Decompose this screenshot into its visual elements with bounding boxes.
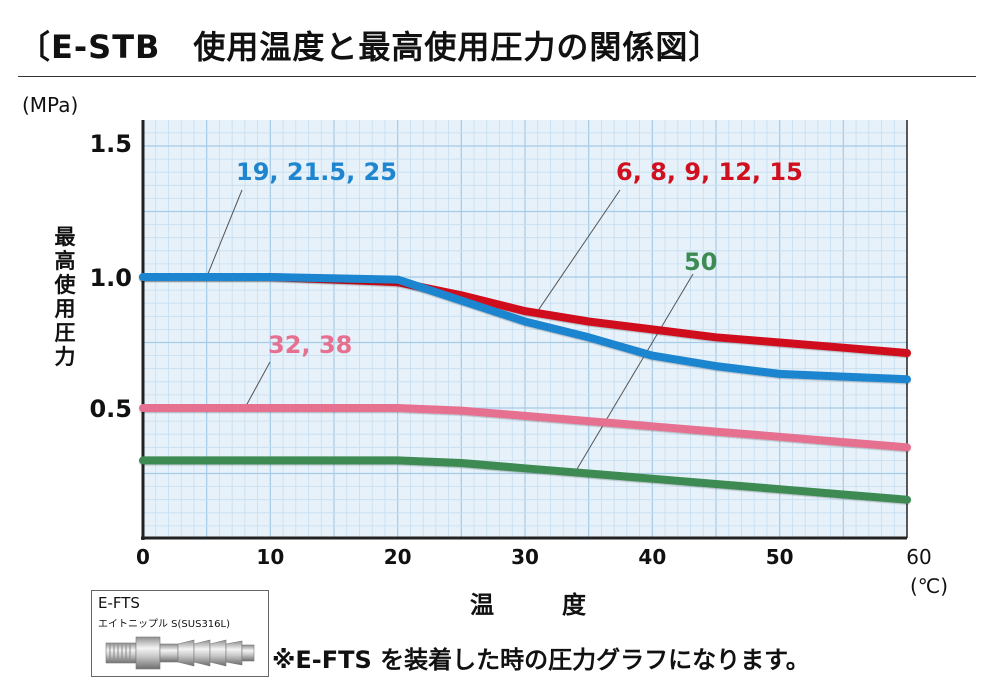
x-tick-label: 40 — [638, 545, 666, 569]
series-label: 32, 38 — [268, 331, 352, 359]
y-tick-label: 1.5 — [89, 130, 132, 158]
series-label: 6, 8, 9, 12, 15 — [616, 158, 803, 186]
y-axis-unit: (MPa) — [22, 93, 79, 117]
x-tick-label: 0 — [136, 545, 150, 569]
x-tick-label: 20 — [384, 545, 412, 569]
x-axis-unit: (℃) — [910, 574, 949, 598]
x-tick-label: 60 — [906, 545, 931, 569]
page-title: 〔E-STB 使用温度と最高使用圧力の関係図〕 — [18, 28, 722, 66]
series-label: 19, 21.5, 25 — [236, 158, 397, 186]
series-leader-line — [244, 361, 271, 409]
series-leader-line — [575, 273, 694, 472]
x-tick-label: 50 — [766, 545, 794, 569]
series-line — [139, 273, 911, 384]
footnote: ※E-FTS を装着した時の圧力グラフになります。 — [272, 646, 810, 674]
series-line — [139, 456, 911, 504]
y-axis-label: 最高使用圧力 — [54, 225, 76, 369]
y-tick-label: 0.5 — [89, 395, 132, 423]
y-tick-label: 1.0 — [89, 264, 132, 292]
fitting-name: エイトニップル S(SUS316L) — [98, 619, 231, 630]
x-tick-label: 10 — [256, 545, 284, 569]
fitting-image — [105, 636, 255, 670]
fitting-info-box: E-FTS エイトニップル S(SUS316L) — [91, 590, 269, 677]
x-tick-label: 30 — [511, 545, 539, 569]
series-line — [139, 404, 911, 452]
x-axis-label: 温 度 — [470, 591, 608, 619]
series-leader-line — [206, 189, 243, 278]
series-label: 50 — [684, 248, 717, 276]
title-divider — [18, 76, 976, 77]
fitting-code: E-FTS — [98, 594, 140, 612]
series-leader-line — [537, 189, 621, 312]
